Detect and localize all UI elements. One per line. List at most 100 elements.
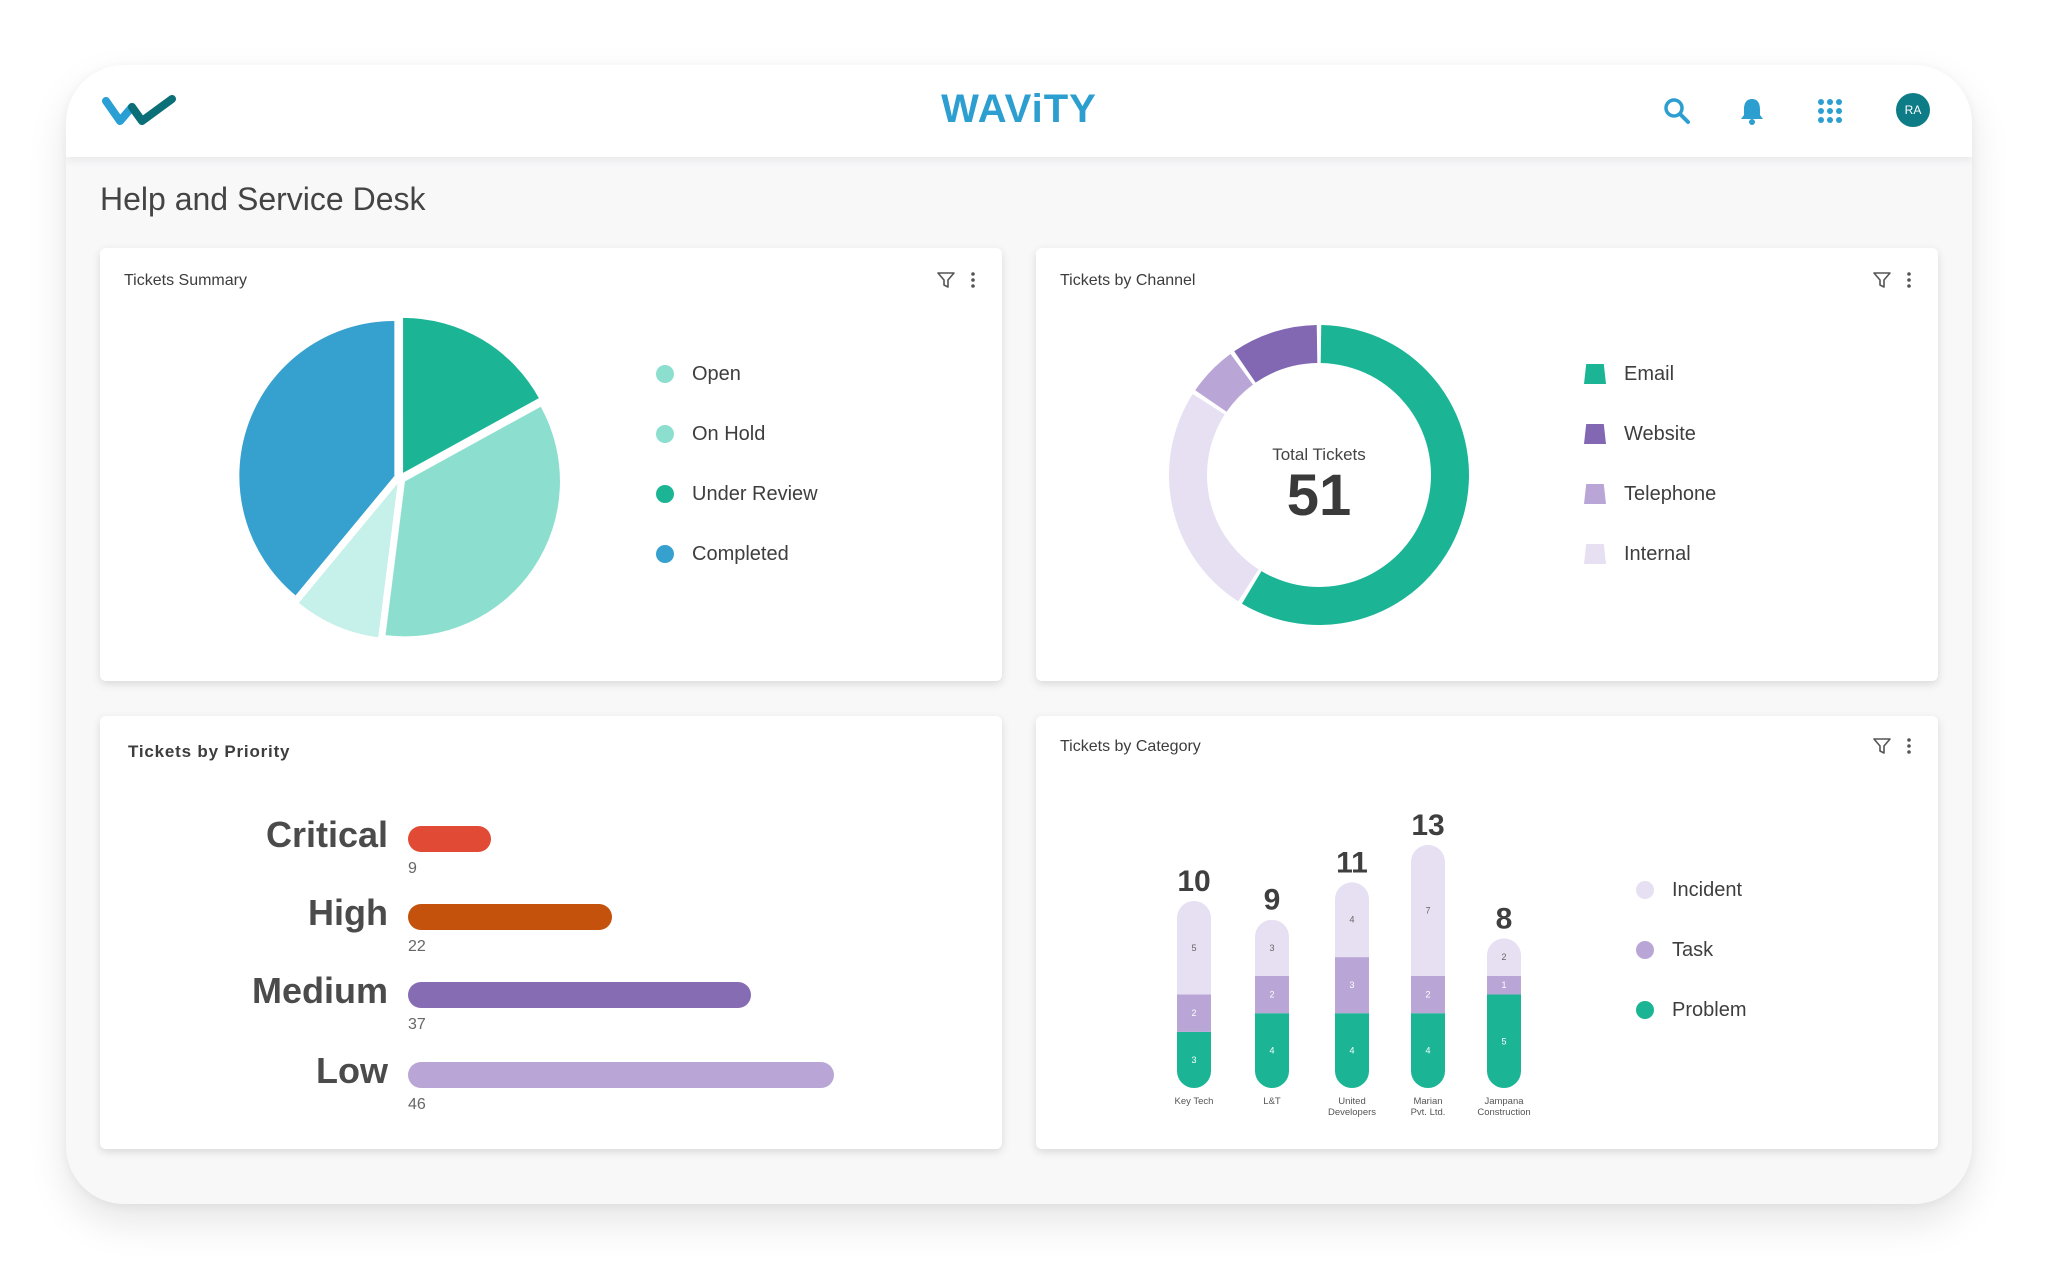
brand-name: WAViTY [941, 87, 1097, 131]
priority-value: 46 [408, 1096, 426, 1113]
legend-item-under-review[interactable]: Under Review [656, 464, 818, 524]
bar-segment-task[interactable] [1487, 975, 1521, 995]
segment-value-label: 3 [1349, 980, 1354, 990]
legend-swatch [656, 485, 674, 503]
bar-segment-problem[interactable] [1177, 1031, 1211, 1088]
category-bar-jampana-construction[interactable] [1487, 938, 1521, 1088]
legend-swatch [1584, 544, 1606, 564]
bar-segment-problem[interactable] [1255, 1013, 1289, 1088]
category-bar-key-tech[interactable] [1177, 901, 1211, 1088]
priority-label: High [308, 892, 388, 933]
filter-icon[interactable] [1872, 736, 1892, 756]
category-axis-label: Jampana [1484, 1096, 1524, 1107]
tickets-summary-pie-chart [239, 317, 560, 638]
legend-item-internal[interactable]: Internal [1584, 524, 1716, 584]
legend-label: Task [1672, 938, 1714, 961]
card-title: Tickets by Priority [128, 742, 291, 761]
category-bar-marian-pvt-ltd[interactable] [1411, 844, 1445, 1088]
legend-swatch [656, 365, 674, 383]
segment-value-label: 2 [1269, 990, 1274, 1000]
priority-row-medium: Medium 37 [100, 970, 1002, 1050]
donut-segment-website[interactable] [1234, 325, 1318, 383]
notification-bell-icon[interactable] [1736, 95, 1768, 127]
segment-value-label: 2 [1501, 952, 1506, 962]
legend-label: On Hold [692, 422, 766, 445]
donut-segment-email[interactable] [1241, 325, 1469, 625]
card-title: Tickets Summary [124, 272, 247, 289]
bar-total-label: 13 [1411, 809, 1444, 842]
bar-segment-problem[interactable] [1335, 1013, 1369, 1088]
donut-segment-internal[interactable] [1169, 394, 1259, 602]
card-tools [1872, 270, 1912, 290]
segment-value-label: 5 [1191, 943, 1196, 953]
segment-value-label: 3 [1269, 943, 1274, 953]
bar-segment-incident[interactable] [1487, 938, 1521, 976]
priority-row-critical: Critical 9 [100, 814, 1002, 894]
legend-swatch [1636, 881, 1654, 899]
legend-item-email[interactable]: Email [1584, 344, 1716, 404]
legend-swatch [1584, 364, 1606, 384]
bar-segment-task[interactable] [1177, 994, 1211, 1032]
legend-swatch [656, 425, 674, 443]
more-options-icon[interactable] [1906, 270, 1912, 290]
bar-segment-incident[interactable] [1255, 919, 1289, 976]
priority-bar-high[interactable] [408, 904, 612, 930]
bar-segment-problem[interactable] [1411, 1013, 1445, 1088]
pie-slice-under-review[interactable] [403, 317, 539, 473]
top-bar: WAViTY RA [66, 65, 1972, 157]
pie-slice-open[interactable] [385, 406, 560, 637]
donut-total-value: 51 [1287, 463, 1352, 528]
legend-item-task[interactable]: Task [1636, 920, 1746, 980]
bar-segment-task[interactable] [1411, 975, 1445, 1014]
card-tools [936, 270, 976, 290]
priority-bar-critical[interactable] [408, 826, 492, 852]
more-options-icon[interactable] [1906, 736, 1912, 756]
filter-icon[interactable] [1872, 270, 1892, 290]
card-title: Tickets by Channel [1060, 272, 1196, 289]
tickets-summary-legend: Open On Hold Under Review Completed [656, 344, 818, 584]
app-grid-icon[interactable] [1814, 95, 1846, 127]
priority-label: Critical [265, 814, 388, 855]
wavity-logo-icon[interactable] [102, 93, 178, 129]
category-bar-l-t[interactable] [1255, 919, 1289, 1088]
segment-value-label: 2 [1425, 990, 1430, 1000]
search-icon[interactable] [1661, 95, 1693, 127]
bar-segment-incident[interactable] [1411, 844, 1445, 976]
tickets-by-category-stacked-bar-chart: 3 2 5 10 Key Tech 4 2 3 9 L&T 4 3 4 11 UnitedDeveloper… [1175, 809, 1531, 1118]
more-options-icon[interactable] [970, 270, 976, 290]
segment-value-label: 3 [1191, 1055, 1196, 1065]
donut-segment-telephone[interactable] [1195, 353, 1253, 412]
bar-segment-problem[interactable] [1487, 994, 1521, 1089]
segment-value-label: 1 [1501, 980, 1506, 990]
legend-item-incident[interactable]: Incident [1636, 860, 1746, 920]
legend-item-on-hold[interactable]: On Hold [656, 404, 818, 464]
pie-slice-on-hold[interactable] [298, 483, 398, 638]
category-bar-united-developers[interactable] [1335, 882, 1369, 1088]
filter-icon[interactable] [936, 270, 956, 290]
bar-segment-incident[interactable] [1177, 901, 1211, 995]
legend-label: Telephone [1624, 482, 1717, 505]
bar-segment-task[interactable] [1255, 975, 1289, 1014]
priority-bar-low[interactable] [408, 1062, 834, 1088]
bar-segment-incident[interactable] [1335, 882, 1369, 958]
user-avatar[interactable]: RA [1896, 93, 1930, 127]
page-title: Help and Service Desk [100, 181, 426, 217]
legend-item-telephone[interactable]: Telephone [1584, 464, 1716, 524]
pie-slice-completed[interactable] [239, 320, 395, 596]
legend-item-website[interactable]: Website [1584, 404, 1716, 464]
bar-segment-task[interactable] [1335, 957, 1369, 1014]
legend-item-open[interactable]: Open [656, 344, 818, 404]
card-tools [1872, 736, 1912, 756]
tickets-by-priority-card: Tickets by Priority Critical 9 High 22 M… [100, 716, 1002, 1149]
legend-item-completed[interactable]: Completed [656, 524, 818, 584]
segment-value-label: 4 [1425, 1046, 1430, 1056]
legend-label: Internal [1624, 542, 1691, 565]
legend-label: Under Review [692, 482, 818, 505]
legend-swatch [656, 545, 674, 563]
priority-row-low: Low 46 [100, 1050, 1002, 1130]
app-window: WAViTY RA Help and Service Desk Tickets … [66, 65, 1972, 1204]
legend-item-problem[interactable]: Problem [1636, 980, 1746, 1040]
tickets-by-channel-donut-chart: Total Tickets 51 [1169, 325, 1469, 625]
legend-swatch [1584, 424, 1606, 444]
priority-bar-medium[interactable] [408, 982, 751, 1008]
